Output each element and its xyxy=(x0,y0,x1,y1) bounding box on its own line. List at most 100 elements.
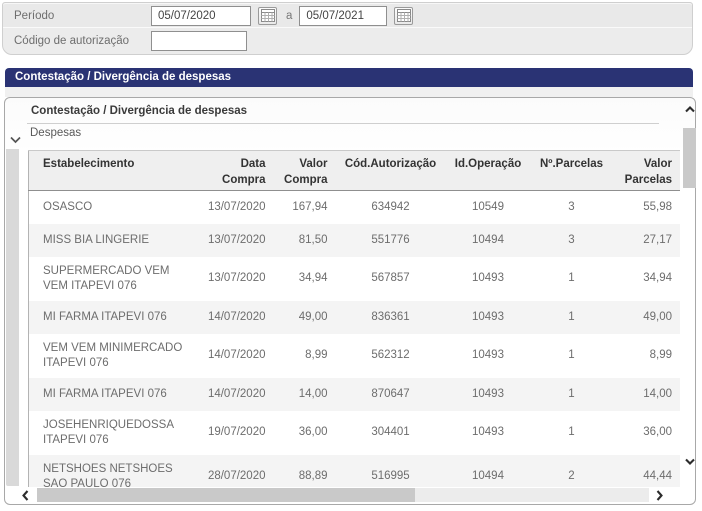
table-cell: 27,17 xyxy=(643,233,672,246)
column-header[interactable]: Cód.Autorização xyxy=(335,150,446,191)
chevron-right-icon xyxy=(656,489,663,501)
table-cell: 8,99 xyxy=(649,349,672,361)
panel-heading: Contestação / Divergência de despesas xyxy=(31,105,248,117)
table-cell: JOSEHENRIQUEDOSSA ITAPEVI 076 xyxy=(43,418,174,446)
date-from-input[interactable] xyxy=(151,5,251,26)
table-cell: 3 xyxy=(568,200,575,213)
table-cell: 49,00 xyxy=(643,310,672,323)
table-cell: 8,99 xyxy=(305,349,328,361)
date-from-calendar-button[interactable] xyxy=(258,6,277,25)
table-body: OSASCO 13/07/2020 167,94 634942 10549 3 55,98 M… xyxy=(28,191,681,488)
calendar-icon xyxy=(260,9,275,22)
chevron-up-icon xyxy=(684,106,695,113)
auth-code-row: Código de autorização xyxy=(3,28,692,53)
table-cell: 34,94 xyxy=(298,272,328,284)
horizontal-scrollbar[interactable] xyxy=(15,487,671,503)
table-cell: 167,94 xyxy=(292,200,328,213)
table-cell: 10493 xyxy=(472,349,504,361)
table-cell: 10549 xyxy=(472,200,504,213)
table-cell: 567857 xyxy=(371,272,410,284)
table-cell: VEM VEM MINIMERCADO ITAPEVI 076 xyxy=(43,341,183,369)
column-header[interactable]: Valor Parcelas xyxy=(612,150,680,191)
table-cell: 551776 xyxy=(371,233,410,246)
heading-separator xyxy=(27,123,659,124)
scroll-down-button[interactable] xyxy=(682,454,697,469)
table-cell: 28/07/2020 xyxy=(207,470,266,482)
column-header[interactable]: Data Compra xyxy=(198,150,274,191)
table-cell: OSASCO xyxy=(43,200,93,213)
date-to-input[interactable] xyxy=(299,5,388,26)
table-cell: MISS BIA LINGERIE xyxy=(43,233,150,246)
table-cell: 14/07/2020 xyxy=(207,310,266,323)
horizontal-scroll-thumb[interactable] xyxy=(37,488,415,502)
table-row[interactable]: SUPERMERCADO VEM VEM ITAPEVI 076 13/07/20… xyxy=(29,257,681,301)
auth-code-label: Código de autorização xyxy=(14,34,130,47)
collapse-despesas-button[interactable] xyxy=(10,131,21,149)
table-cell: 10493 xyxy=(472,272,504,284)
table-cell: 13/07/2020 xyxy=(207,200,266,213)
horizontal-scroll-track[interactable] xyxy=(37,488,649,502)
table-row[interactable]: NETSHOES NETSHOES SAO PAULO 076 28/07/202… xyxy=(28,454,680,488)
chevron-down-icon xyxy=(684,458,695,465)
column-header[interactable]: Nº.Parcelas xyxy=(530,150,613,191)
filter-box: Período a xyxy=(2,2,693,55)
table-cell: 634942 xyxy=(371,200,410,213)
table-header: Estabelecimento Data Compra Valor Compra Có… xyxy=(28,150,680,191)
scroll-up-button[interactable] xyxy=(682,102,697,117)
range-separator: a xyxy=(286,9,293,22)
table-cell: 14,00 xyxy=(298,387,328,400)
table-cell: 1 xyxy=(568,272,575,284)
despesas-section-label: Despesas xyxy=(30,127,82,139)
auth-code-input[interactable] xyxy=(151,30,247,51)
table-cell: 14/07/2020 xyxy=(207,349,266,361)
calendar-icon xyxy=(396,9,411,22)
scroll-left-button[interactable] xyxy=(17,487,33,503)
table-cell: 81,50 xyxy=(298,233,328,246)
table-cell: 55,98 xyxy=(643,200,672,213)
table-cell: MI FARMA ITAPEVI 076 xyxy=(43,310,167,323)
scroll-right-button[interactable] xyxy=(651,487,667,503)
column-header[interactable]: Valor Compra xyxy=(273,150,336,191)
table-row[interactable]: JOSEHENRIQUEDOSSA ITAPEVI 076 19/07/2020 3… xyxy=(29,411,681,455)
column-header[interactable]: Estabelecimento xyxy=(28,150,199,191)
table-row[interactable]: OSASCO 13/07/2020 167,94 634942 10549 3 55,98 xyxy=(29,191,681,224)
table-cell: 13/07/2020 xyxy=(207,233,266,246)
table-cell: 10494 xyxy=(472,470,504,482)
column-header[interactable]: Id.Operação xyxy=(445,150,531,191)
table-cell: 14/07/2020 xyxy=(207,387,266,400)
period-label: Período xyxy=(14,9,55,22)
table-cell: 1 xyxy=(568,387,575,400)
table-cell: 2 xyxy=(568,470,575,482)
table-cell: 1 xyxy=(568,349,575,361)
date-to-calendar-button[interactable] xyxy=(394,6,414,25)
chevron-down-icon xyxy=(10,136,21,144)
expenses-table: Estabelecimento Data Compra Valor Compra Có… xyxy=(28,150,680,487)
table-row[interactable]: MI FARMA ITAPEVI 076 14/07/2020 14,00 87064… xyxy=(28,377,680,411)
table-cell: 14,00 xyxy=(643,387,672,400)
table-cell: 304401 xyxy=(371,426,410,438)
table-cell: MI FARMA ITAPEVI 076 xyxy=(43,387,167,400)
title-gap xyxy=(5,87,693,97)
table-cell: 1 xyxy=(568,426,575,438)
table-cell: 10494 xyxy=(472,233,504,246)
table-row[interactable]: VEM VEM MINIMERCADO ITAPEVI 076 14/07/202… xyxy=(29,334,681,378)
vertical-scroll-thumb[interactable] xyxy=(683,128,696,188)
table-cell: 836361 xyxy=(371,310,410,323)
table-cell: 562312 xyxy=(371,349,410,361)
contestation-panel: Contestação / Divergência de despesas De… xyxy=(4,97,696,505)
table-cell: 36,00 xyxy=(298,426,328,438)
table-cell: 44,44 xyxy=(643,470,672,482)
table-cell: SUPERMERCADO VEM VEM ITAPEVI 076 xyxy=(43,264,170,292)
table-cell: 10493 xyxy=(472,310,504,323)
section-title-bar: Contestação / Divergência de despesas xyxy=(5,68,693,87)
table-row[interactable]: MISS BIA LINGERIE 13/07/2020 81,50 551776 10… xyxy=(28,223,680,257)
left-gutter xyxy=(6,149,19,486)
table-cell: 516995 xyxy=(371,470,410,482)
table-cell: 19/07/2020 xyxy=(207,426,266,438)
period-row: Período a xyxy=(3,3,692,28)
chevron-left-icon xyxy=(21,489,28,501)
table-row[interactable]: MI FARMA ITAPEVI 076 14/07/2020 49,00 83636… xyxy=(28,300,680,334)
vertical-scrollbar[interactable] xyxy=(682,102,697,470)
table-cell: 88,89 xyxy=(298,470,328,482)
table-cell: NETSHOES NETSHOES SAO PAULO 076 xyxy=(43,462,173,488)
